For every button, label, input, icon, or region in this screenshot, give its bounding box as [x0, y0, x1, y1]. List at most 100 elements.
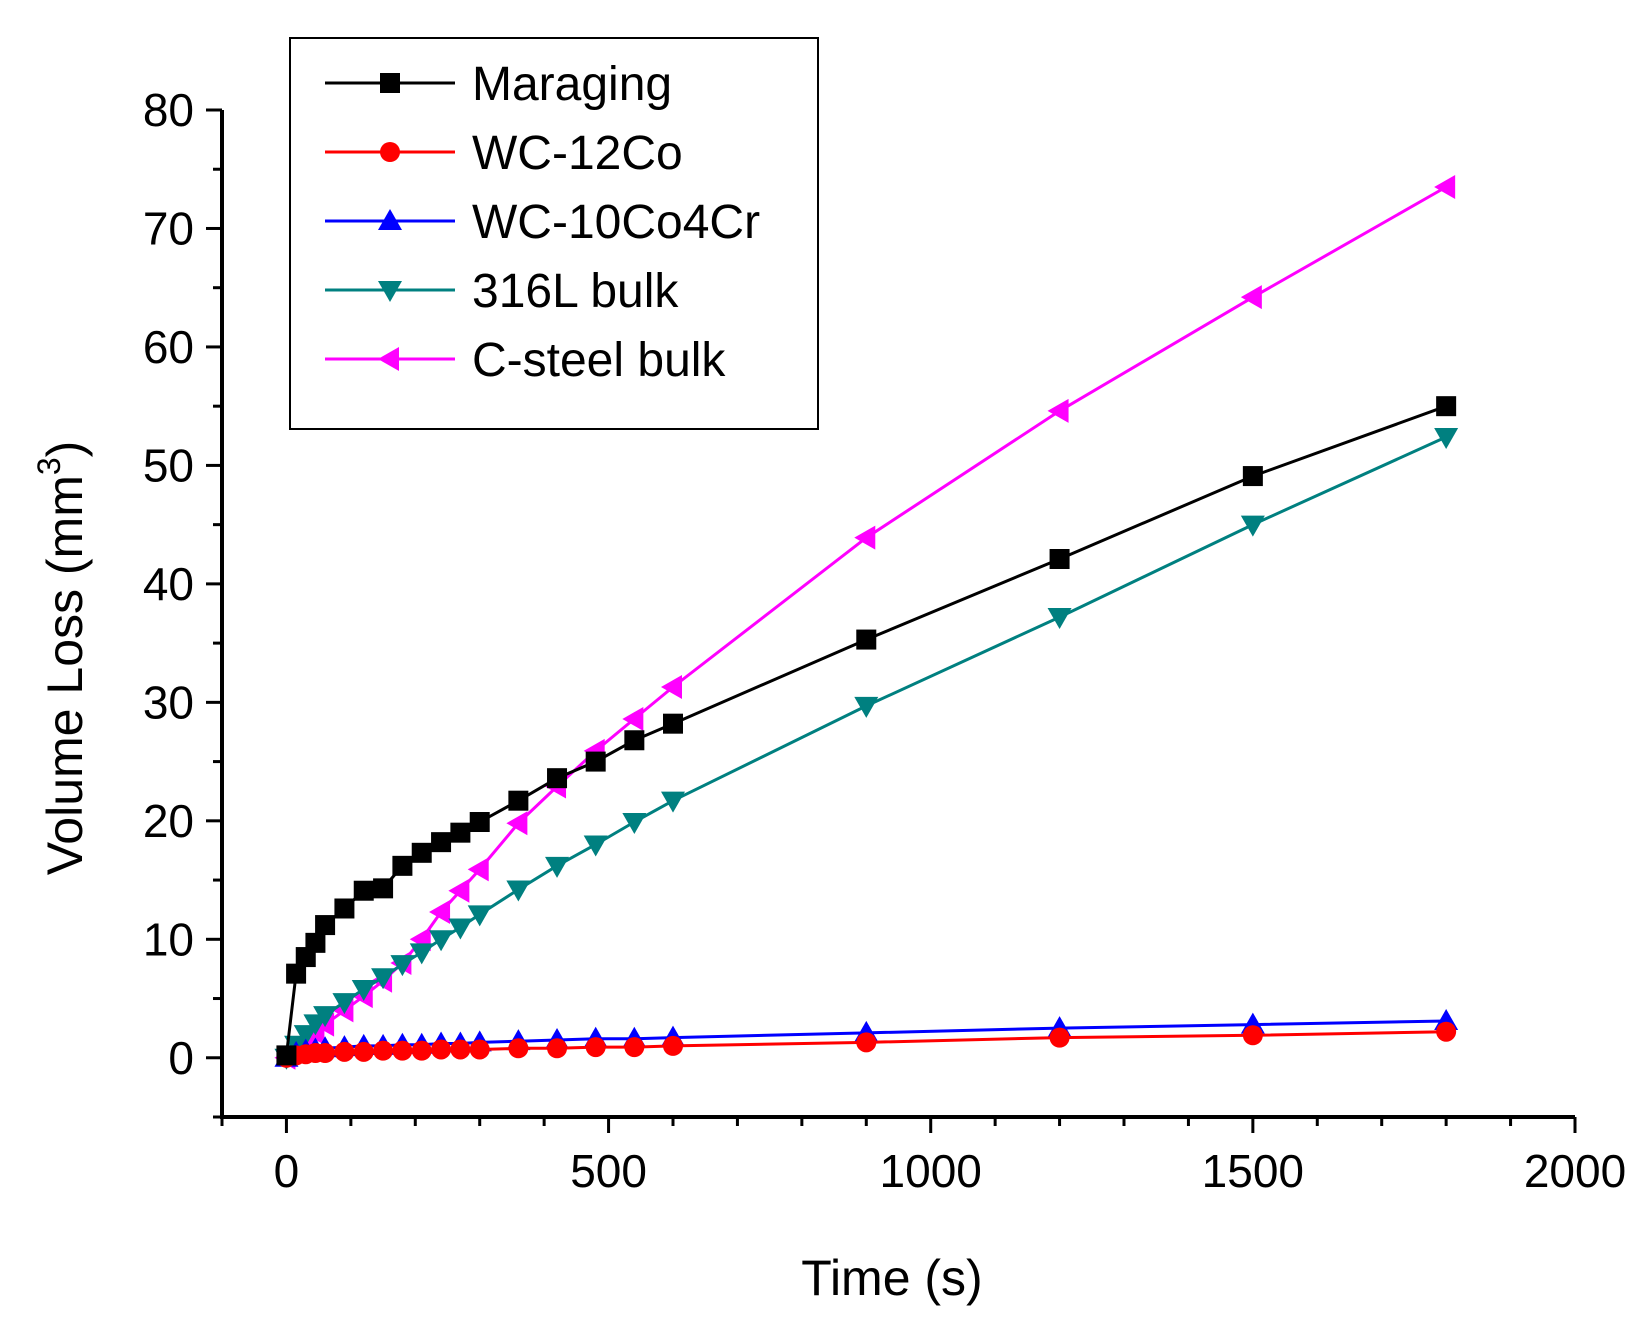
legend-label-maraging: Maraging: [472, 58, 672, 111]
y-axis-title-main: Volume Loss (mm: [37, 475, 93, 875]
data-point-maraging: [585, 751, 606, 772]
x-tick-label: 1500: [1202, 1145, 1304, 1197]
data-point-316l-bulk: [409, 943, 434, 965]
data-point-wc-12co: [334, 1041, 355, 1062]
data-point-wc-12co: [585, 1037, 606, 1058]
data-point-wc-12co: [547, 1038, 568, 1059]
y-tick-label: 40: [143, 558, 194, 610]
data-point-316l-bulk: [313, 1006, 338, 1028]
data-point-316l-bulk: [1047, 608, 1072, 630]
y-tick-label: 0: [168, 1032, 194, 1084]
data-point-wc-12co: [663, 1035, 683, 1056]
data-point-maraging: [373, 878, 394, 899]
data-point-maraging: [286, 963, 307, 984]
data-point-316l-bulk: [854, 696, 879, 718]
legend-marker-maraging: [380, 73, 400, 93]
data-point-wc-12co: [624, 1037, 645, 1058]
data-point-wc-12co: [373, 1040, 394, 1061]
x-tick-label: 2000: [1524, 1145, 1626, 1197]
series-316l-bulk: [274, 427, 1459, 1070]
series-maraging: [276, 396, 1457, 1066]
data-point-maraging: [392, 855, 413, 876]
y-tick-label: 80: [143, 84, 194, 136]
data-point-316l-bulk: [583, 835, 608, 857]
data-point-c-steel-bulk: [1047, 398, 1069, 423]
y-tick-label: 10: [143, 913, 194, 965]
data-point-316l-bulk: [545, 856, 570, 878]
data-point-316l-bulk: [429, 930, 454, 952]
data-point-c-steel-bulk: [467, 857, 489, 882]
data-point-316l-bulk: [448, 918, 473, 940]
data-point-maraging: [431, 832, 452, 853]
data-point-maraging: [450, 822, 471, 843]
legend-marker-wc-12co: [380, 142, 400, 162]
data-point-c-steel-bulk: [622, 706, 644, 731]
plot-series: [274, 175, 1459, 1070]
x-tick-label: 0: [274, 1145, 300, 1197]
data-point-316l-bulk: [1434, 427, 1459, 449]
data-point-wc-12co: [1049, 1027, 1070, 1048]
y-tick-label: 30: [143, 676, 194, 728]
y-tick-label: 20: [143, 795, 194, 847]
series-wc-12co: [276, 1021, 1457, 1068]
data-point-maraging: [547, 768, 568, 789]
data-point-c-steel-bulk: [1434, 175, 1456, 200]
data-point-wc-12co: [856, 1032, 877, 1053]
legend-label-316l-bulk: 316L bulk: [472, 265, 679, 318]
data-point-wc-12co: [450, 1039, 471, 1060]
data-point-maraging: [334, 898, 355, 919]
axes: 0 500 1000 1500 2000 0 10 20 30 40 50 60 70 80: [143, 84, 1626, 1197]
data-point-maraging: [305, 932, 326, 953]
data-point-316l-bulk: [293, 1025, 318, 1047]
data-point-wc-12co: [431, 1039, 452, 1060]
data-point-maraging: [411, 842, 432, 863]
legend-marker-c-steel-bulk: [378, 347, 399, 371]
data-point-maraging: [353, 880, 374, 901]
data-point-316l-bulk: [661, 791, 685, 813]
legend-label-wc-10co4cr: WC-10Co4Cr: [472, 196, 760, 249]
data-point-c-steel-bulk: [661, 674, 682, 699]
data-point-maraging: [508, 790, 529, 811]
y-axis-title-suffix: ): [37, 441, 93, 458]
data-point-maraging: [315, 915, 336, 936]
data-point-maraging: [469, 812, 490, 833]
legend-box: [289, 37, 819, 430]
data-point-maraging: [276, 1045, 297, 1066]
legend-label-wc-12co: WC-12Co: [472, 127, 683, 180]
legend-label-c-steel-bulk: C-steel bulk: [472, 334, 726, 387]
data-point-c-steel-bulk: [429, 900, 451, 925]
data-point-maraging: [663, 713, 683, 734]
data-point-wc-12co: [353, 1041, 374, 1062]
data-point-maraging: [1436, 396, 1457, 417]
data-point-316l-bulk: [390, 955, 415, 977]
y-tick-label: 50: [143, 439, 194, 491]
data-point-maraging: [1242, 466, 1263, 487]
legend-marker-wc-10co4cr: [378, 209, 402, 230]
legend: Maraging WC-12Co WC-10Co4Cr 316L bulk C-stee…: [289, 37, 819, 430]
data-point-wc-12co: [315, 1043, 336, 1064]
data-point-316l-bulk: [622, 813, 647, 835]
data-point-316l-bulk: [506, 880, 531, 902]
data-point-316l-bulk: [351, 980, 376, 1002]
data-point-wc-12co: [508, 1038, 529, 1059]
data-point-316l-bulk: [332, 993, 357, 1015]
data-point-wc-12co: [392, 1040, 413, 1061]
data-point-wc-12co: [1436, 1021, 1457, 1042]
data-point-c-steel-bulk: [448, 878, 470, 903]
data-point-wc-12co: [411, 1040, 432, 1061]
legend-marker-316l-bulk: [378, 281, 402, 302]
data-point-maraging: [624, 730, 645, 751]
x-tick-label: 1000: [880, 1145, 982, 1197]
y-axis-title: Volume Loss (mm3): [31, 441, 93, 876]
y-tick-label: 60: [143, 321, 194, 373]
data-point-c-steel-bulk: [506, 811, 528, 836]
data-point-316l-bulk: [371, 968, 396, 990]
data-point-c-steel-bulk: [1240, 285, 1262, 310]
data-point-316l-bulk: [467, 905, 492, 927]
data-point-wc-12co: [1242, 1025, 1263, 1046]
x-tick-label: 500: [570, 1145, 647, 1197]
y-axis-title-superscript: 3: [31, 457, 67, 475]
